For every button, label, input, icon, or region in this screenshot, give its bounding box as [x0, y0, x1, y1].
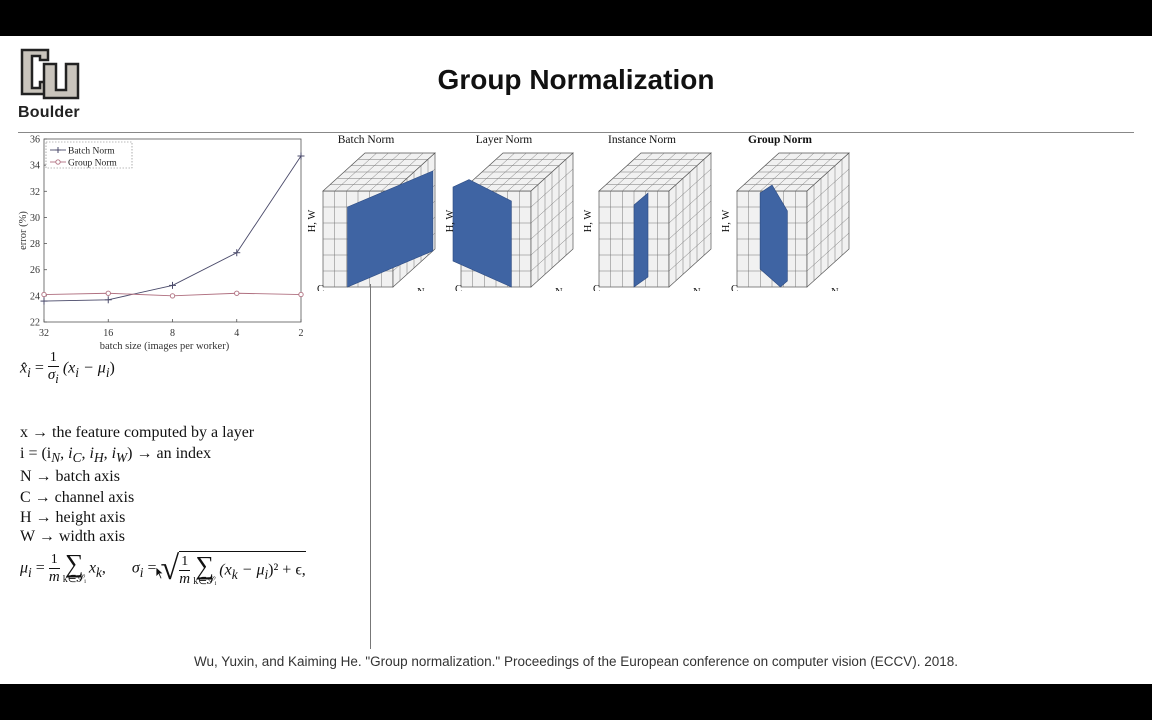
cube-instance-norm: Instance Norm H, W C N: [583, 134, 712, 291]
mouse-cursor-icon: [155, 566, 165, 580]
data-point-batch-norm: [233, 249, 241, 257]
series-line-batch-norm: [43, 155, 302, 302]
legend-label: Batch Norm: [68, 147, 115, 157]
cube-highlight-region: [633, 192, 649, 288]
data-point-group-norm: [169, 293, 176, 299]
x-tick-label: 16: [103, 328, 113, 339]
xhat-equation: x̂i = 1 σi (xi − μi): [20, 350, 115, 386]
data-point-batch-norm: [297, 152, 305, 160]
axis-label-hw: H, W: [445, 210, 456, 233]
y-axis-label: error (%): [18, 211, 29, 250]
axis-label-n: N: [417, 287, 425, 291]
def-w: W → width axis: [20, 528, 126, 545]
data-point-batch-norm: [104, 296, 112, 304]
axis-label-hw: H, W: [307, 210, 318, 233]
axis-label-c: C: [455, 284, 462, 291]
axis-label-c: C: [317, 284, 324, 291]
data-point-group-norm: [298, 291, 304, 298]
x-tick-label: 32: [39, 328, 49, 339]
def-i: i = (iN, iC, iH, iW) → an index: [20, 445, 212, 466]
cube-title: Batch Norm: [338, 134, 395, 146]
data-point-batch-norm: [169, 281, 176, 289]
axis-label-n: N: [693, 287, 701, 291]
y-tick-label: 24: [30, 291, 40, 302]
y-tick-label: 22: [30, 318, 40, 329]
cu-logo: [20, 48, 80, 100]
x-tick-label: 2: [299, 328, 304, 339]
def-x: x → the feature computed by a layer: [20, 424, 255, 441]
cube-title: Instance Norm: [608, 134, 676, 146]
y-tick-label: 32: [30, 187, 40, 198]
def-h: H → height axis: [20, 509, 126, 526]
y-tick-label: 30: [30, 213, 40, 224]
title-divider: [18, 132, 1134, 133]
cube-highlight-region: [759, 184, 788, 288]
cube-layer-norm: Layer Norm H, W C N: [445, 134, 574, 291]
cube-highlight-region: [347, 170, 434, 288]
error-vs-batch-chart: 22 24 26 28 30 32 34 36 32 16 8 4 2 batch size (image…: [18, 135, 305, 352]
data-point-batch-norm: [40, 297, 48, 305]
y-tick-label: 28: [30, 239, 40, 250]
y-tick-label: 26: [30, 265, 40, 276]
cube-title: Layer Norm: [476, 134, 533, 146]
slide: Boulder Group Normalization 22 24 26 28 30 32…: [0, 36, 1152, 684]
column-divider: [370, 284, 371, 649]
x-tick-label: 8: [170, 328, 175, 339]
axis-label-n: N: [555, 287, 563, 291]
axis-label-hw: H, W: [583, 210, 594, 233]
y-tick-label: 34: [30, 161, 40, 172]
mu-sigma-equation: μi = 1 m ∑ k∈𝒮ᵢ xk, σi = √ 1 m ∑ k∈𝒮ᵢ (xk − μi)² …: [20, 549, 306, 587]
chart-legend: Batch Norm Group Norm: [45, 141, 133, 169]
y-tick-label: 36: [30, 135, 40, 146]
logo-text: Boulder: [18, 104, 80, 121]
legend-label: Group Norm: [68, 159, 117, 169]
cube-highlight-region: [452, 179, 512, 288]
citation: Wu, Yuxin, and Kaiming He. "Group normal…: [193, 654, 958, 669]
axis-label-c: C: [593, 284, 600, 291]
def-c: C → channel axis: [20, 489, 135, 506]
x-axis-label: batch size (images per worker): [100, 341, 230, 352]
axis-label-hw: H, W: [721, 210, 732, 233]
cube-batch-norm: Batch Norm H, W C N: [307, 134, 436, 291]
x-tick-label: 4: [234, 328, 239, 339]
slide-title: Group Normalization: [437, 64, 715, 95]
axis-label-c: C: [731, 284, 738, 291]
cube-title: Group Norm: [748, 134, 812, 146]
data-point-group-norm: [234, 290, 240, 296]
def-n: N → batch axis: [20, 468, 120, 485]
data-point-group-norm: [105, 290, 111, 296]
cube-group-norm: Group Norm H, W C N: [721, 134, 850, 291]
axis-label-n: N: [831, 287, 839, 291]
data-point-group-norm: [41, 291, 47, 298]
